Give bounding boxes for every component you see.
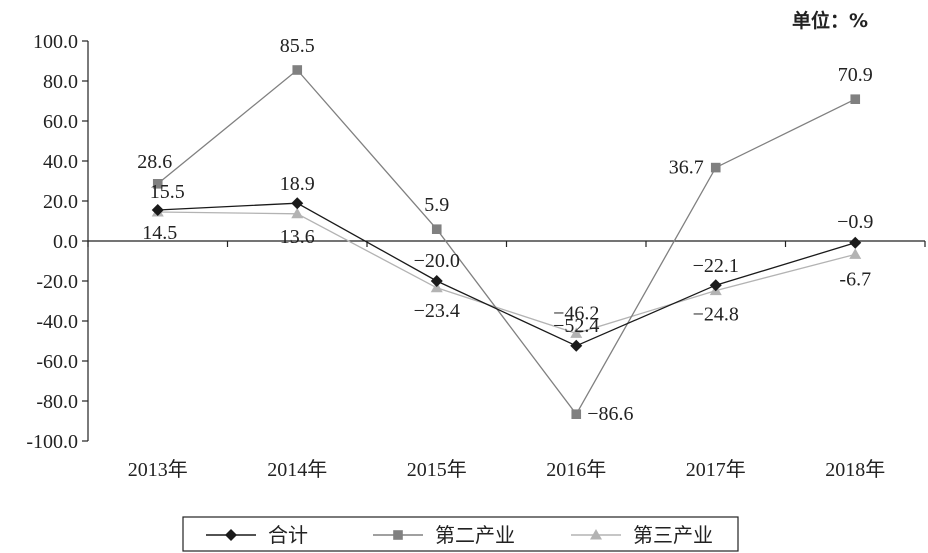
y-tick-label: -80.0 <box>36 391 78 413</box>
data-label: −52.4 <box>553 315 599 337</box>
data-label: 28.6 <box>137 151 172 173</box>
data-label: 18.9 <box>280 173 315 195</box>
data-point-diamond <box>291 197 304 210</box>
data-point-triangle <box>430 281 443 293</box>
y-tick-label: -60.0 <box>36 351 78 373</box>
y-tick-label: 0.0 <box>53 231 78 253</box>
data-label: 13.6 <box>280 226 315 248</box>
x-tick-label: 2013年 <box>128 458 188 481</box>
data-label: −23.4 <box>414 300 460 322</box>
data-label: 5.9 <box>424 194 449 216</box>
data-label: 70.9 <box>838 64 873 86</box>
legend-box <box>182 516 739 552</box>
data-point-triangle <box>849 248 862 259</box>
data-label: 36.7 <box>669 157 704 179</box>
chart-axes: 100.0 80.0 60.0 40.0 20.0 0.0 -20.0 -40.0 -60.0 -… <box>26 31 926 481</box>
legend-label: 合计 <box>268 523 308 547</box>
data-label: −24.8 <box>693 304 739 326</box>
y-tick-label: 80.0 <box>43 71 78 93</box>
data-label: -6.7 <box>839 268 871 290</box>
data-label: 15.5 <box>150 181 185 203</box>
data-point-triangle <box>291 207 304 219</box>
data-label: 85.5 <box>280 35 315 57</box>
data-point-square <box>393 530 403 540</box>
data-point-triangle <box>590 529 602 540</box>
y-tick-label: -40.0 <box>36 311 78 333</box>
series-line-triangle <box>157 211 856 335</box>
x-tick-label: 2016年 <box>546 458 606 481</box>
data-label: −22.1 <box>693 255 739 277</box>
data-point-diamond <box>430 275 443 287</box>
x-tick-label: 2014年 <box>267 458 327 481</box>
unit-label: 单位：% <box>792 9 868 32</box>
y-tick-label: 20.0 <box>43 191 78 213</box>
y-tick-label: 100.0 <box>33 31 78 53</box>
data-point-diamond <box>570 339 583 352</box>
data-label: 14.5 <box>142 222 177 244</box>
x-tick-label: 2017年 <box>686 458 746 481</box>
data-point-square <box>571 409 582 419</box>
data-point-square <box>152 179 163 189</box>
data-point-square <box>710 162 721 173</box>
legend-label: 第三产业 <box>633 523 713 547</box>
data-label: −86.6 <box>587 403 633 425</box>
data-point-square <box>292 65 303 75</box>
y-tick-label: 60.0 <box>43 111 78 133</box>
data-label: −20.0 <box>414 250 460 272</box>
chart-series <box>151 65 862 419</box>
data-point-diamond <box>849 236 862 249</box>
data-label: −0.9 <box>837 211 873 233</box>
y-tick-label: 40.0 <box>43 151 78 173</box>
data-point-triangle <box>570 327 583 338</box>
y-tick-label: -20.0 <box>36 271 78 293</box>
data-point-square <box>850 94 861 104</box>
series-line-square <box>157 69 856 416</box>
y-tick-label: -100.0 <box>26 431 78 453</box>
data-point-diamond <box>151 204 164 216</box>
data-point-diamond <box>709 279 722 292</box>
chart-legend: 合计 第二产业 第三产业 <box>182 516 739 552</box>
legend-label: 第二产业 <box>435 523 515 547</box>
chart-data-labels: 15.5 18.9 −20.0 −52.4 −22.1 −0.9 28.6 85.5 5.9 −8… <box>137 35 873 425</box>
series-line-diamond <box>157 202 856 347</box>
x-tick-label: 2018年 <box>825 458 885 481</box>
data-point-diamond <box>225 529 237 541</box>
data-point-square <box>431 224 442 234</box>
x-tick-label: 2015年 <box>407 458 467 481</box>
data-label: −46.2 <box>553 302 599 324</box>
